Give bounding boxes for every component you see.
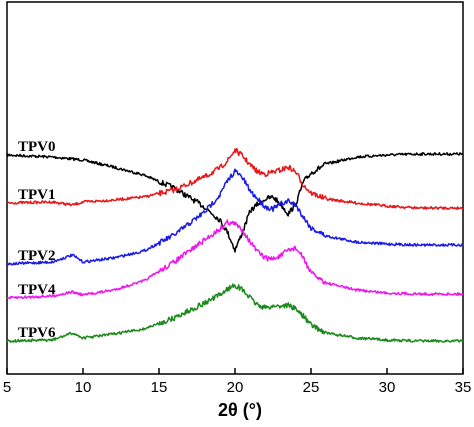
x-axis-ticks: 5 10 15 20 25 30 35	[3, 368, 472, 396]
series-line-tpv0	[6, 152, 464, 253]
series-label-tpv0: TPV0	[18, 139, 56, 155]
series-label-tpv1: TPV1	[18, 187, 56, 203]
x-axis-title: 2θ (°)	[218, 400, 262, 420]
x-tick-label: 10	[75, 379, 92, 396]
series-line-tpv6	[6, 283, 464, 343]
x-tick-label: 20	[227, 379, 244, 396]
series-label-tpv6: TPV6	[18, 325, 56, 341]
series-line-tpv4	[6, 219, 464, 300]
x-tick-label: 25	[303, 379, 320, 396]
x-tick-label: 5	[3, 379, 11, 396]
series-curves	[6, 147, 464, 343]
plot-frame	[6, 1, 464, 375]
series-label-tpv2: TPV2	[18, 248, 56, 264]
x-tick-label: 30	[379, 379, 396, 396]
series-line-tpv1	[6, 147, 464, 210]
series-line-tpv2	[6, 168, 464, 266]
series-labels: TPV0 TPV1 TPV2 TPV4 TPV6	[18, 139, 56, 341]
x-tick-label: 15	[151, 379, 168, 396]
x-tick-label: 35	[455, 379, 472, 396]
series-label-tpv4: TPV4	[18, 282, 56, 298]
